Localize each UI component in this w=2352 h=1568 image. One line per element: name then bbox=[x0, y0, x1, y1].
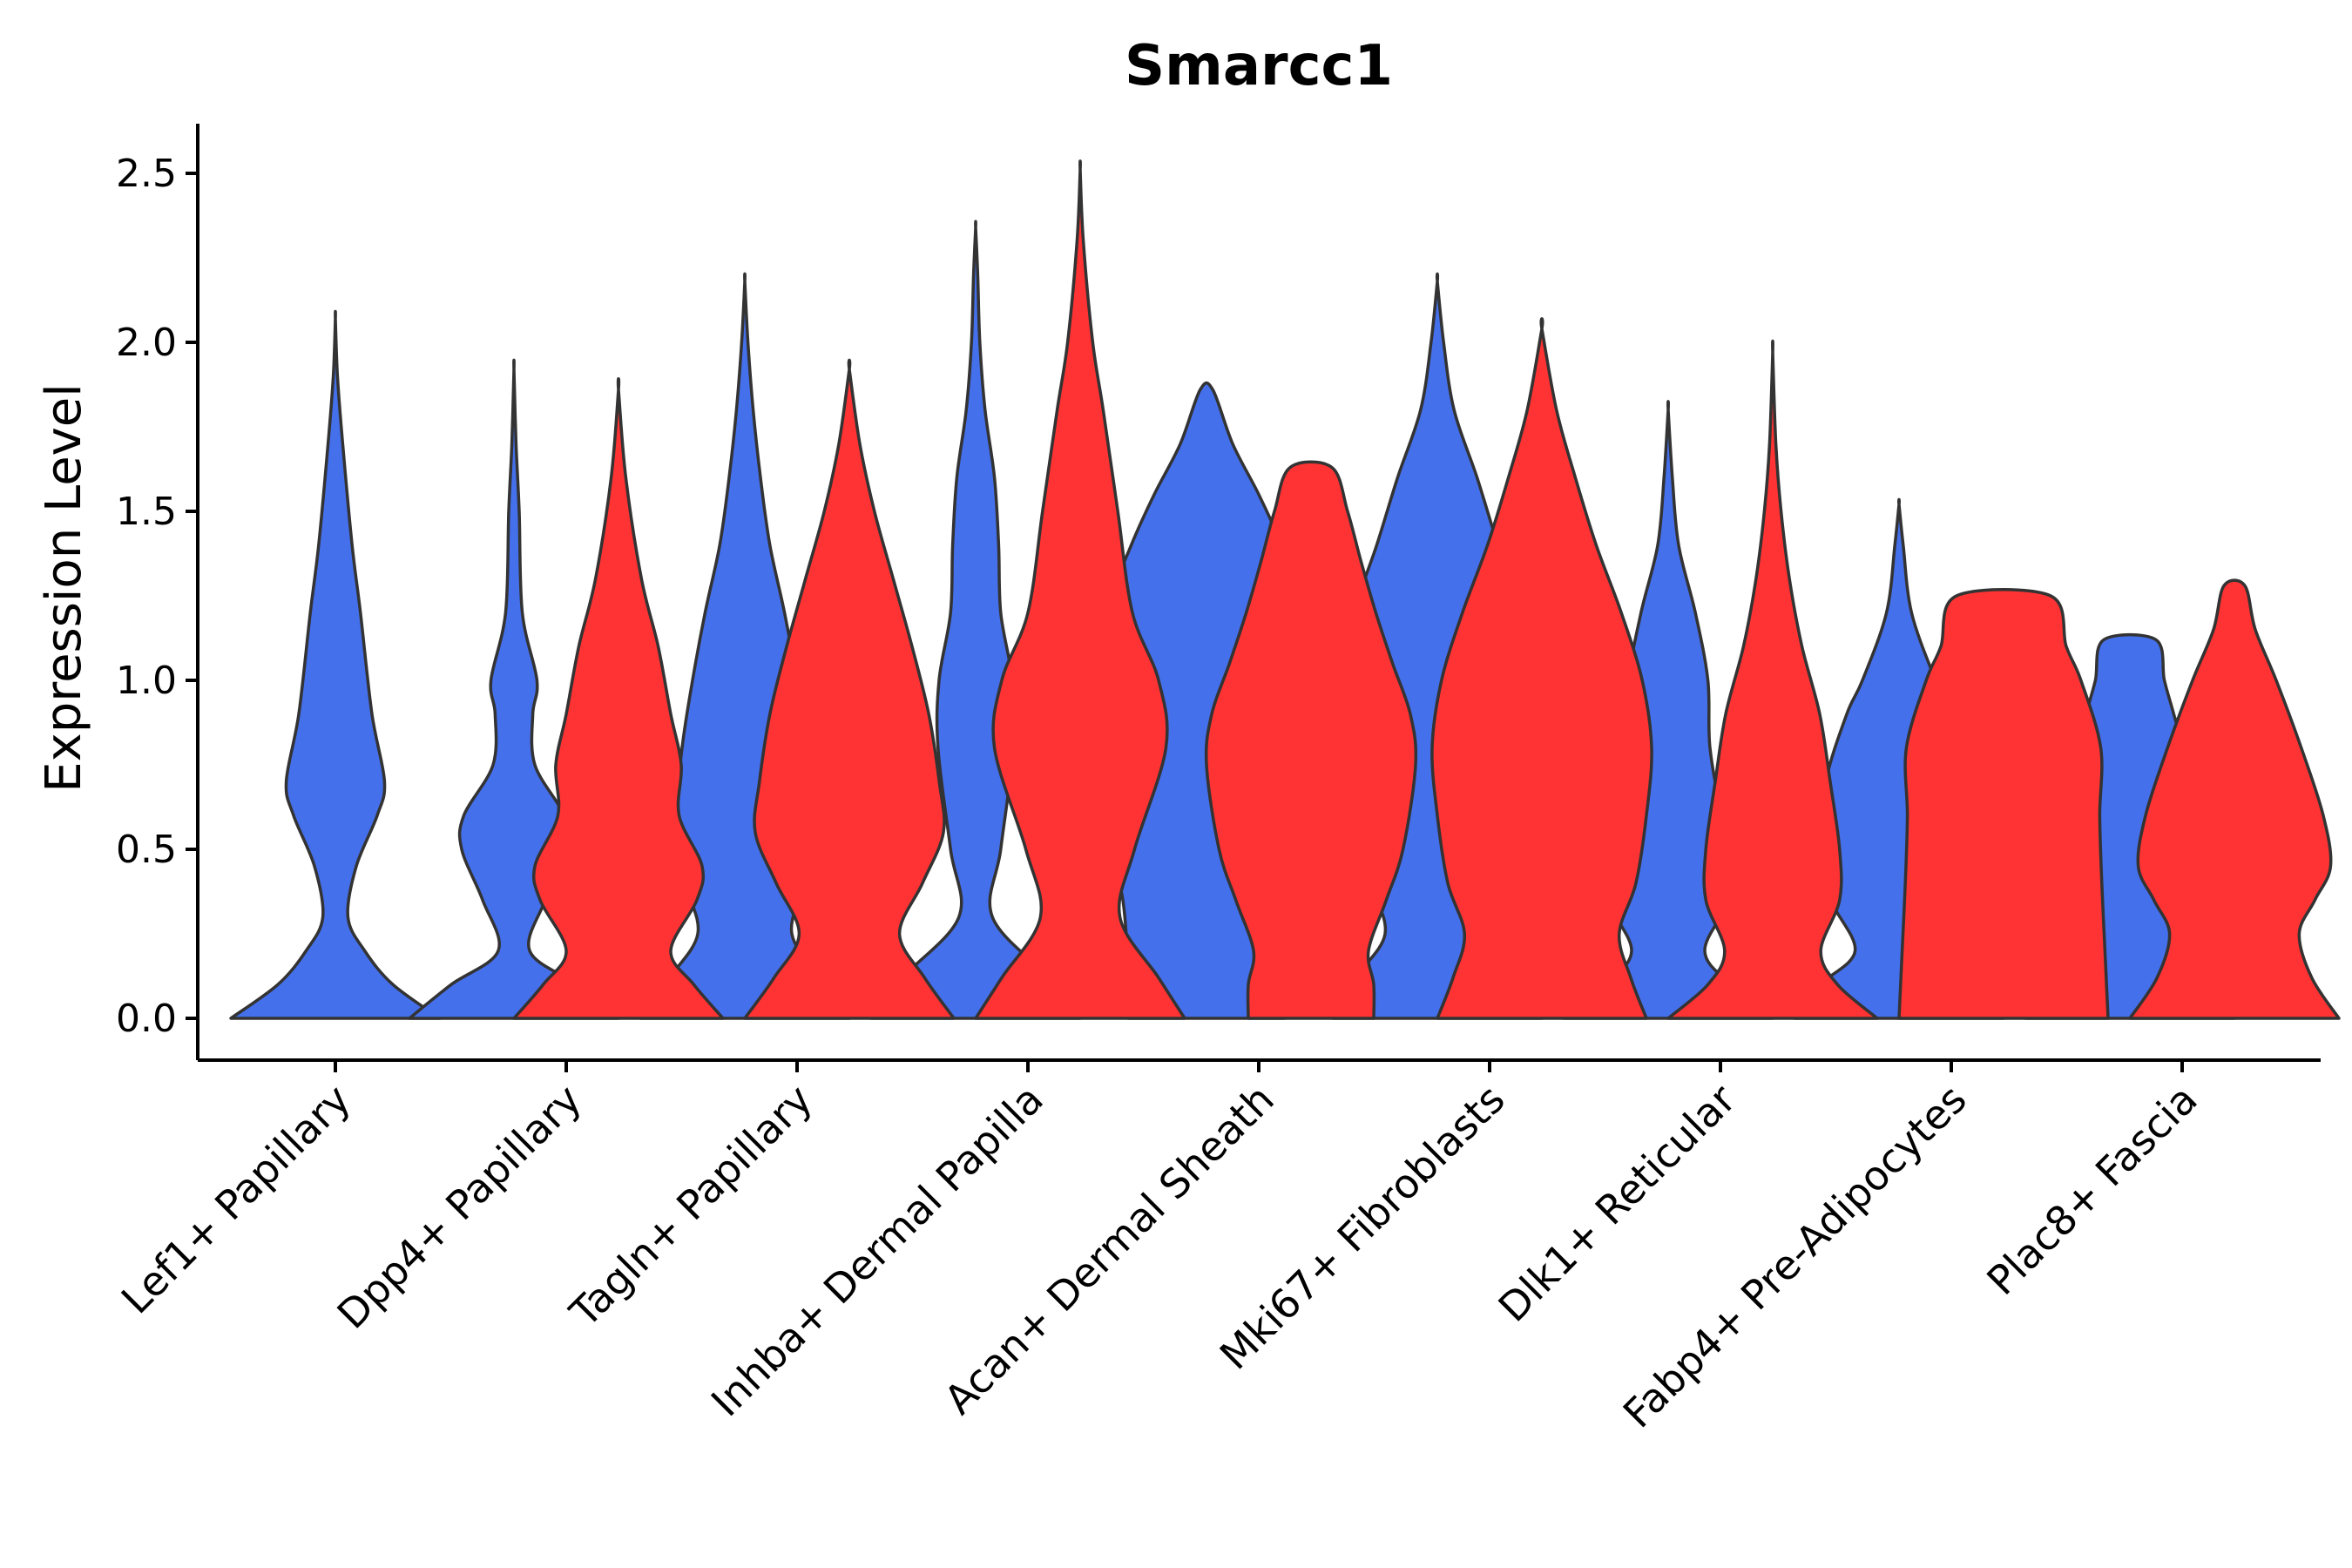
violin-group1-lef1-papillary bbox=[229, 309, 442, 1020]
violin-group2-tagln-papillary bbox=[743, 358, 956, 1020]
violin-group2-plac8-fascia bbox=[2128, 578, 2341, 1020]
y-tick-label: 1.5 bbox=[116, 490, 177, 534]
violin-group2-fabp4-pre-adipocytes bbox=[1897, 588, 2110, 1020]
x-tick-label-plac8-fascia: Plac8+ Fascia bbox=[1977, 1076, 2206, 1304]
chart-title: Smarcc1 bbox=[1125, 34, 1393, 98]
x-tick-label-tagln-papillary: Tagln+ Papillary bbox=[560, 1076, 821, 1337]
x-tick-label-dlk1-reticular: Dlk1+ Reticular bbox=[1490, 1076, 1745, 1331]
violin-group2-inhba-dermal-papilla bbox=[974, 159, 1186, 1020]
x-tick-label-lef1-papillary: Lef1+ Papillary bbox=[112, 1076, 360, 1323]
y-tick-label: 0.0 bbox=[116, 997, 177, 1041]
y-ticks: 0.0 0.5 1.0 1.5 2.0 2.5 bbox=[116, 152, 198, 1041]
y-tick-label: 2.5 bbox=[116, 152, 177, 196]
x-tick-label-dpp4-papillary: Dpp4+ Papillary bbox=[328, 1076, 591, 1338]
violin-group2-acan-dermal-sheath bbox=[1204, 460, 1418, 1020]
violin-group2-dlk1-reticular bbox=[1666, 339, 1879, 1020]
violin-group2-mki67-fibroblasts bbox=[1430, 317, 1653, 1020]
violins-layer bbox=[229, 159, 2341, 1020]
y-tick-label: 1.0 bbox=[116, 659, 177, 703]
y-tick-label: 0.5 bbox=[116, 828, 177, 872]
y-axis-label: Expression Level bbox=[36, 383, 92, 793]
violin-group2-dpp4-papillary bbox=[512, 376, 725, 1020]
y-tick-label: 2.0 bbox=[116, 321, 177, 365]
